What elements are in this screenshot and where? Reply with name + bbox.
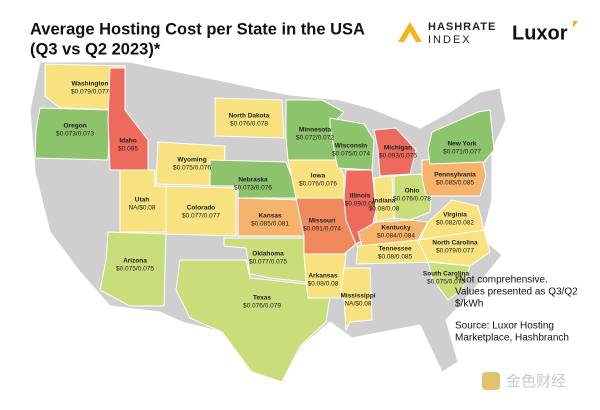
state-name: Oregon [63, 123, 86, 130]
state-shape [175, 259, 331, 383]
state-name: Pennsylvania [434, 172, 476, 179]
state-name: Wyoming [177, 157, 206, 164]
state-shape [34, 107, 111, 161]
state-shape [373, 127, 417, 177]
state-shape [427, 261, 471, 301]
state-name: Kansas [258, 213, 282, 220]
logo-text: INDEX [428, 34, 472, 46]
state-name: Arizona [123, 258, 147, 265]
state-name: Indiana [373, 198, 396, 205]
state-value: $0.091/0.074 [303, 226, 341, 233]
state-value: $0.08/0.08 [308, 281, 339, 288]
state-shape [339, 267, 373, 332]
watermark: 金色财经 [506, 373, 566, 390]
state-value: $0.09/0.09 [345, 201, 376, 208]
state-name: Kentucky [381, 225, 411, 232]
state-shape [393, 173, 433, 221]
state-name: Iowa [311, 173, 326, 180]
hashrate-logo: HASHRATE INDEX [398, 21, 496, 46]
note: *Not comprehensive.Values presented as Q… [455, 275, 578, 310]
logo-text: HASHRATE [428, 21, 496, 33]
state-name: Washington [72, 81, 109, 88]
state-value: $0.077/0.075 [249, 259, 287, 266]
state-labels: Washington$0.079/0.077Oregon$0.073/0.073… [56, 81, 481, 310]
logo-icon [573, 21, 578, 28]
title-line: Average Hosting Cost per State in the US… [30, 20, 365, 38]
state-shape [427, 109, 495, 165]
note-line: $/kWh [455, 299, 483, 310]
luxor-logo: Luxor [512, 22, 568, 44]
state-value: $0.085/0.081 [251, 221, 289, 228]
state-name: Utah [135, 197, 149, 204]
state-shape [209, 159, 297, 199]
state-name: Mississippi [340, 293, 375, 300]
state-value: $0.075/0.076 [173, 165, 211, 172]
state-value: $0.082/0.082 [436, 220, 474, 227]
state-name: Virginia [443, 212, 467, 219]
state-value: $0.08/0.08 [369, 206, 400, 213]
state-name: Illinois [350, 193, 371, 200]
state-value: NA/$0.08 [344, 301, 371, 308]
state-value: $0.077/0.077 [182, 213, 220, 220]
state-value: $0.072/0.072 [296, 135, 334, 142]
state-name: Ohio [405, 188, 420, 195]
source-line: Marketplace, Hashbranch [455, 333, 569, 344]
state-value: $0.076/0.078 [393, 196, 431, 203]
state-value: $0.073/0.076 [234, 185, 272, 192]
state-shape [373, 175, 395, 223]
state-name: Tennessee [378, 246, 412, 253]
state-name: South Carolina [423, 271, 470, 278]
logo-icon [404, 32, 416, 42]
state-name: Nebraska [238, 177, 268, 184]
state-shape [165, 185, 237, 237]
state-value: $0.079/0.077 [71, 89, 109, 96]
source-line: Source: Luxor Hosting [455, 321, 554, 332]
watermark-icon [482, 372, 500, 390]
state-value: $0.075/0.075 [427, 279, 465, 286]
state-shape [107, 67, 149, 171]
state-value: $0.08/0.085 [378, 254, 413, 261]
state-name: Idaho [119, 138, 136, 145]
state-value: $0.093/0.075 [379, 153, 417, 160]
state-name: North Carolina [432, 240, 478, 247]
state-value: NA/$0.08 [128, 205, 155, 212]
state-shape [329, 117, 375, 171]
state-value: $0.076/0.076 [299, 181, 337, 188]
state-value: $0.075/0.074 [332, 151, 370, 158]
state-name: New York [447, 141, 476, 148]
state-name: Missouri [309, 218, 336, 225]
state-name: Colorado [187, 205, 216, 212]
title-line: (Q3 vs Q2 2023)* [30, 40, 161, 58]
state-name: Wisconsin [335, 143, 367, 150]
state-value: $0.095 [118, 146, 138, 153]
state-name: Michigan [384, 145, 412, 152]
state-value: $0.073/0.073 [56, 131, 94, 138]
state-shape [99, 231, 167, 307]
note-line: *Not comprehensive. [455, 275, 548, 286]
state-name: Minnesota [299, 127, 332, 134]
state-name: Oklahoma [252, 251, 284, 258]
state-name: Texas [253, 295, 271, 302]
state-value: $0.084/0.084 [377, 233, 415, 240]
state-shape [214, 97, 285, 139]
state-value: $0.071/0.077 [443, 149, 481, 156]
state-name: Arkansas [308, 273, 338, 280]
states [34, 63, 495, 383]
note-line: Values presented as Q3/Q2 [455, 287, 578, 298]
state-value: $0.079/0.077 [436, 248, 474, 255]
state-value: $0.085/0.085 [436, 180, 474, 187]
state-value: $0.076/0.078 [230, 121, 268, 128]
state-value: $0.076/0.079 [243, 303, 281, 310]
state-value: $0.075/0.075 [116, 266, 154, 273]
state-name: North Dakota [229, 113, 270, 120]
